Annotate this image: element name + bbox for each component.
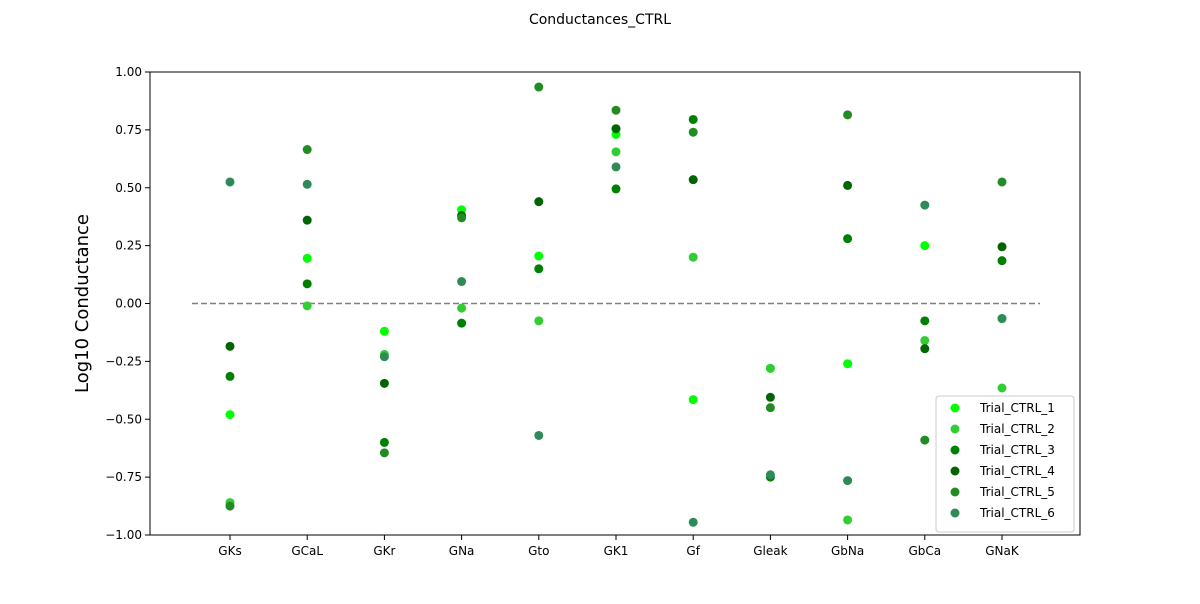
chart-title: Conductances_CTRL bbox=[529, 12, 671, 28]
data-point bbox=[379, 352, 389, 362]
legend-label: Trial_CTRL_3 bbox=[979, 443, 1055, 457]
data-point bbox=[611, 184, 621, 194]
data-point bbox=[225, 177, 235, 187]
y-tick-label: 0.25 bbox=[115, 239, 142, 253]
legend-label: Trial_CTRL_6 bbox=[979, 506, 1055, 520]
legend-marker bbox=[950, 508, 960, 518]
data-point bbox=[843, 234, 853, 244]
data-point bbox=[688, 252, 698, 262]
data-point bbox=[920, 336, 930, 346]
data-point bbox=[302, 253, 312, 263]
y-tick-label: 0.00 bbox=[115, 297, 142, 311]
data-point bbox=[765, 470, 775, 480]
data-point bbox=[225, 371, 235, 381]
data-point bbox=[688, 517, 698, 527]
x-tick-label: GK1 bbox=[604, 544, 629, 558]
x-tick-label: GNaK bbox=[985, 544, 1020, 558]
data-point bbox=[688, 127, 698, 137]
data-point bbox=[997, 242, 1007, 252]
y-tick-label: 0.75 bbox=[115, 123, 142, 137]
data-point bbox=[534, 264, 544, 274]
data-point bbox=[302, 145, 312, 155]
data-point bbox=[302, 179, 312, 189]
data-point bbox=[457, 303, 467, 313]
data-point bbox=[457, 213, 467, 223]
x-tick-label: Gto bbox=[528, 544, 549, 558]
data-point bbox=[843, 476, 853, 486]
data-point bbox=[534, 316, 544, 326]
data-point bbox=[688, 114, 698, 124]
y-tick-label: −0.50 bbox=[105, 412, 142, 426]
data-point bbox=[534, 430, 544, 440]
legend: Trial_CTRL_1 Trial_CTRL_2 Trial_CTRL_3 Tria… bbox=[935, 395, 1075, 533]
legend-marker bbox=[950, 445, 960, 455]
data-point bbox=[611, 124, 621, 134]
x-tick-label: GbCa bbox=[908, 544, 941, 558]
x-tick-label: GbNa bbox=[831, 544, 864, 558]
y-axis-label: Log10 Conductance bbox=[72, 214, 93, 393]
data-point bbox=[611, 162, 621, 172]
data-point bbox=[379, 448, 389, 458]
data-point bbox=[997, 177, 1007, 187]
data-point bbox=[920, 316, 930, 326]
data-point bbox=[765, 403, 775, 413]
data-point bbox=[225, 410, 235, 420]
data-point bbox=[302, 215, 312, 225]
data-point bbox=[843, 359, 853, 369]
legend-label: Trial_CTRL_2 bbox=[979, 422, 1055, 436]
data-point bbox=[534, 197, 544, 207]
data-point bbox=[225, 501, 235, 511]
legend-label: Trial_CTRL_4 bbox=[979, 464, 1055, 478]
x-tick-label: Gleak bbox=[753, 544, 787, 558]
legend-box bbox=[935, 395, 1075, 533]
y-tick-label: −1.00 bbox=[105, 528, 142, 542]
y-tick-label: −0.25 bbox=[105, 354, 142, 368]
legend-label: Trial_CTRL_5 bbox=[979, 485, 1055, 499]
x-tick-label: GKr bbox=[373, 544, 395, 558]
data-point bbox=[379, 326, 389, 336]
data-point bbox=[843, 515, 853, 525]
data-point bbox=[379, 437, 389, 447]
data-point bbox=[611, 147, 621, 157]
data-point bbox=[534, 251, 544, 261]
data-point bbox=[457, 277, 467, 287]
legend-marker bbox=[950, 487, 960, 497]
data-point bbox=[920, 200, 930, 210]
data-point bbox=[688, 395, 698, 405]
data-point bbox=[302, 301, 312, 311]
data-point bbox=[457, 318, 467, 328]
y-tick-label: 1.00 bbox=[115, 65, 142, 79]
data-point bbox=[997, 383, 1007, 393]
data-point bbox=[920, 344, 930, 354]
y-tick-label: 0.50 bbox=[115, 181, 142, 195]
data-point bbox=[920, 241, 930, 251]
x-tick-label: GCaL bbox=[291, 544, 323, 558]
data-point bbox=[379, 378, 389, 388]
data-point bbox=[843, 110, 853, 120]
legend-label: Trial_CTRL_1 bbox=[979, 401, 1055, 415]
x-tick-label: GNa bbox=[449, 544, 475, 558]
data-point bbox=[920, 435, 930, 445]
data-point bbox=[997, 314, 1007, 324]
x-tick-label: Gf bbox=[686, 544, 700, 558]
y-tick-label: −0.75 bbox=[105, 470, 142, 484]
data-point bbox=[997, 256, 1007, 266]
data-point bbox=[765, 363, 775, 373]
data-point bbox=[225, 341, 235, 351]
data-point bbox=[765, 392, 775, 402]
data-point bbox=[611, 105, 621, 115]
legend-marker bbox=[950, 403, 960, 413]
legend-marker bbox=[950, 424, 960, 434]
plot-area: −1.00 −0.75 −0.50 −0.25 0.00 0.25 0.50 0.75 1.00… bbox=[105, 65, 1081, 558]
legend-marker bbox=[950, 466, 960, 476]
data-point bbox=[302, 279, 312, 289]
data-point bbox=[534, 82, 544, 92]
data-point bbox=[843, 180, 853, 190]
x-tick-label: GKs bbox=[218, 544, 241, 558]
data-point bbox=[688, 175, 698, 185]
